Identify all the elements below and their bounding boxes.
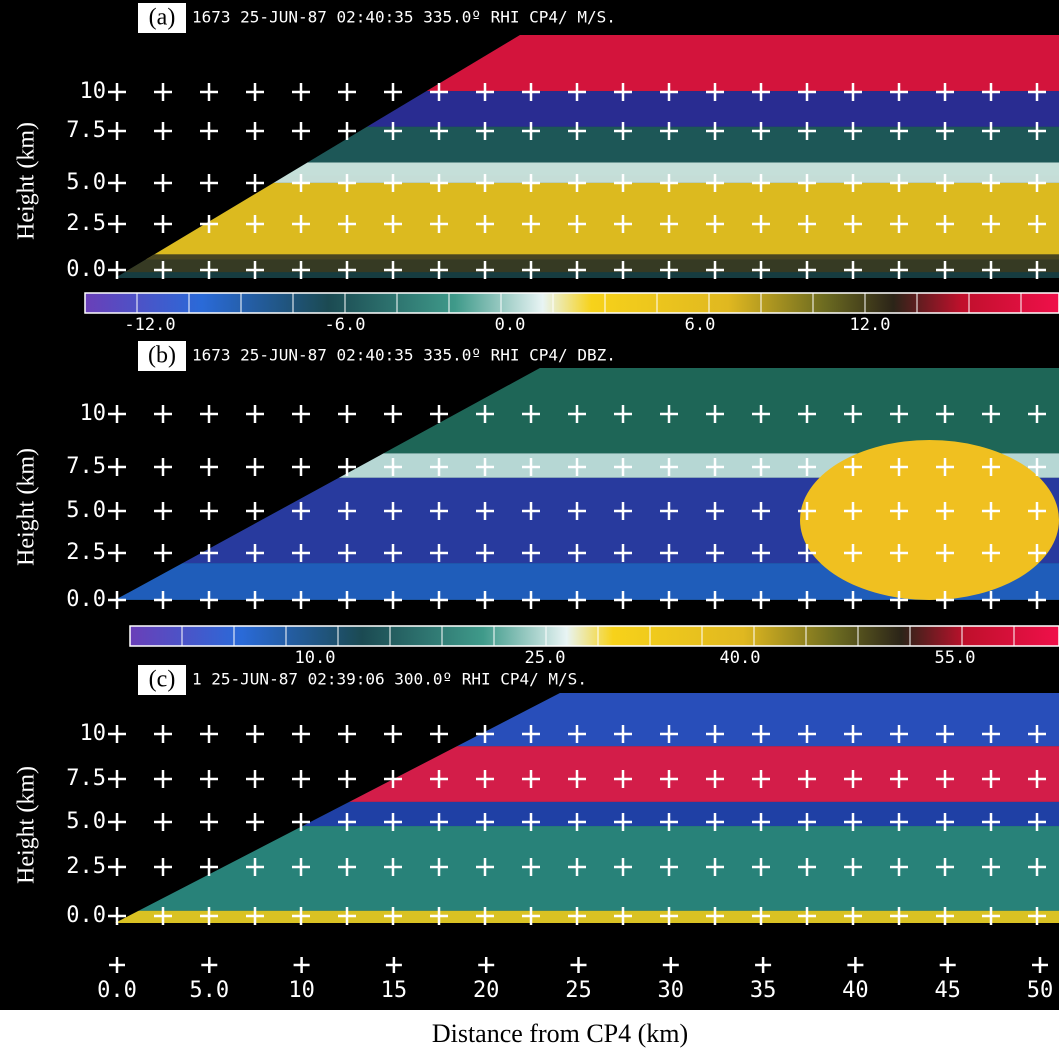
y-tick-label: 7.5 <box>66 454 106 479</box>
echo-core <box>800 440 1059 600</box>
colorbar <box>85 293 1059 313</box>
panel-label: (a) <box>149 5 176 31</box>
y-tick-label: 2.5 <box>66 854 106 879</box>
x-tick-label: 45 <box>934 978 961 1003</box>
colorbar-label: -6.0 <box>325 315 366 335</box>
panel-label: (b) <box>148 343 176 369</box>
colorbar-label: 12.0 <box>850 315 891 335</box>
y-tick-label: 7.5 <box>66 766 106 791</box>
colorbar-label: 6.0 <box>685 315 716 335</box>
x-tick-label: 0.0 <box>97 978 137 1003</box>
y-tick-label: 10 <box>80 401 107 426</box>
x-tick-label: 10 <box>288 978 315 1003</box>
x-tick-label: 50 <box>1027 978 1054 1003</box>
panel-label: (c) <box>149 667 176 693</box>
x-tick-label: 5.0 <box>189 978 229 1003</box>
x-tick-label: 30 <box>658 978 685 1003</box>
x-axis-label: Distance from CP4 (km) <box>432 1019 688 1048</box>
colorbar-label: -12.0 <box>124 315 175 335</box>
y-tick-label: 2.5 <box>66 540 106 565</box>
echo-band <box>115 183 1059 260</box>
colorbar-label: 10.0 <box>295 648 336 668</box>
x-tick-label: 35 <box>750 978 777 1003</box>
colorbar-label: 55.0 <box>935 648 976 668</box>
y-axis-label: Height (km) <box>14 448 40 566</box>
radar-figure: 10 7.5 5.0 2.5 0.0 Height (km) (a) 1673 25-JUN-… <box>0 0 1059 1055</box>
y-tick-label: 0.0 <box>66 903 106 928</box>
colorbar-label: 0.0 <box>495 315 526 335</box>
y-tick-label: 5.0 <box>66 809 106 834</box>
y-tick-label: 0.0 <box>66 587 106 612</box>
panel-header: 1673 25-JUN-87 02:40:35 335.0º RHI CP4/ … <box>192 8 616 27</box>
panel-header: 1 25-JUN-87 02:39:06 300.0º RHI CP4/ M/S… <box>192 670 587 689</box>
y-tick-label: 10 <box>80 721 107 746</box>
colorbar-label: 25.0 <box>525 648 566 668</box>
y-tick-label: 5.0 <box>66 170 106 195</box>
y-axis-label: Height (km) <box>14 122 40 240</box>
x-tick-label: 20 <box>473 978 500 1003</box>
colorbar-label: 40.0 <box>720 648 761 668</box>
x-tick-label: 15 <box>381 978 408 1003</box>
y-tick-label: 7.5 <box>66 118 106 143</box>
panel-header: 1673 25-JUN-87 02:40:35 335.0º RHI CP4/ … <box>192 346 616 365</box>
x-tick-label: 25 <box>565 978 592 1003</box>
y-tick-label: 2.5 <box>66 211 106 236</box>
colorbar <box>130 626 1059 646</box>
y-tick-label: 0.0 <box>66 257 106 282</box>
y-axis-label: Height (km) <box>14 766 40 884</box>
y-tick-label: 10 <box>80 79 107 104</box>
y-tick-label: 5.0 <box>66 498 106 523</box>
x-tick-label: 40 <box>842 978 869 1003</box>
